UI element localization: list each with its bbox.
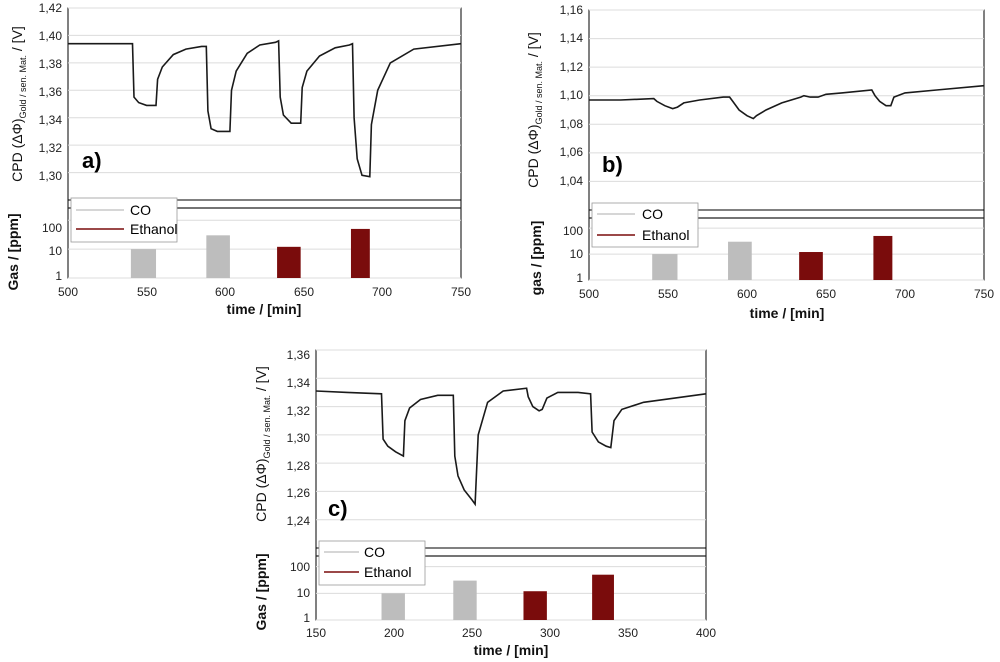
c-xlabel: time / [min] <box>474 642 549 658</box>
panel-a-cpd-plot <box>68 7 462 178</box>
c-ytick: 1,34 <box>287 376 311 390</box>
b-ytick: 1,14 <box>560 31 584 45</box>
c-xtick: 400 <box>696 626 716 640</box>
b-gas-bar-ethanol <box>873 235 893 280</box>
a-ytick: 1,38 <box>39 57 63 71</box>
panel-a-top-frame <box>67 7 462 201</box>
a-xlabel: time / [min] <box>227 301 302 317</box>
c-cpd-line <box>315 387 707 507</box>
b-xtick: 500 <box>579 287 599 301</box>
c-ytick: 1,26 <box>287 486 311 500</box>
a-xtick: 700 <box>372 285 392 299</box>
panel-b-gas-plot <box>589 217 984 281</box>
c-gas-ylabel: Gas / [ppm] <box>253 553 269 630</box>
a-legend-co: CO <box>130 202 151 218</box>
a-ytick: 1,42 <box>39 1 63 15</box>
c-ytick: 1,28 <box>287 459 311 473</box>
b-ytick: 1,12 <box>560 60 584 74</box>
panel-c-cpd-plot <box>315 349 707 521</box>
b-legend-co: CO <box>642 206 663 222</box>
c-xtick: 250 <box>462 626 482 640</box>
c-ytick: 1,30 <box>287 431 311 445</box>
a-gas-ylabel: Gas / [ppm] <box>5 213 21 290</box>
a-gas-ytick: 10 <box>49 244 63 258</box>
a-ytick: 1,34 <box>39 113 63 127</box>
a-legend-ethanol: Ethanol <box>130 221 177 237</box>
c-ylabel: CPD (ΔΦ)Gold / sen. Mat. / [V] <box>253 366 272 522</box>
panel-c-label: c) <box>328 496 348 521</box>
c-xtick: 350 <box>618 626 638 640</box>
panel-b-cpd-plot <box>589 9 985 182</box>
b-cpd-line <box>589 84 985 120</box>
b-xtick: 650 <box>816 287 836 301</box>
a-ytick: 1,36 <box>39 85 63 99</box>
a-ytick: 1,40 <box>39 29 63 43</box>
a-cpd-line <box>68 39 462 178</box>
c-gas-ytick: 1 <box>303 611 310 625</box>
b-gas-ytick: 100 <box>563 224 583 238</box>
a-ylabel: CPD (ΔΦ)Gold / sen. Mat. / [V] <box>9 26 28 182</box>
a-legend <box>70 197 178 243</box>
panel-b: 1,16 1,14 1,12 1,10 1,08 1,06 1,04 100 1… <box>525 3 994 321</box>
b-legend-ethanol: Ethanol <box>642 227 689 243</box>
a-gas-bar-ethanol <box>350 228 370 278</box>
c-gas-ytick: 10 <box>297 586 311 600</box>
panel-c: 1,36 1,34 1,32 1,30 1,28 1,26 1,24 100 1… <box>253 348 716 658</box>
a-gas-bar-co <box>130 249 157 278</box>
a-xtick: 500 <box>58 285 78 299</box>
b-gas-bar-ethanol <box>799 252 823 280</box>
panel-a-gas-plot <box>68 207 461 279</box>
a-xtick: 600 <box>215 285 235 299</box>
c-gas-ytick: 100 <box>290 560 310 574</box>
panel-b-label: b) <box>602 152 623 177</box>
panel-c-top-frame <box>315 349 707 549</box>
c-legend <box>318 540 426 586</box>
c-gas-bar-co <box>453 580 477 620</box>
b-gas-bar-co <box>728 241 752 280</box>
c-gas-bar-co <box>381 593 405 620</box>
c-ytick: 1,32 <box>287 404 311 418</box>
a-ytick: 1,30 <box>39 169 63 183</box>
panel-a-label: a) <box>82 148 102 173</box>
c-legend-co: CO <box>364 544 385 560</box>
a-xtick: 650 <box>294 285 314 299</box>
c-gas-bar-ethanol <box>523 591 547 620</box>
c-ytick: 1,36 <box>287 348 311 362</box>
c-xtick: 300 <box>540 626 560 640</box>
b-ytick: 1,06 <box>560 145 584 159</box>
b-gas-ytick: 1 <box>576 271 583 285</box>
panel-b-top-frame <box>588 9 985 211</box>
b-xtick: 550 <box>658 287 678 301</box>
a-gas-bar-ethanol <box>277 246 301 278</box>
c-xtick: 150 <box>306 626 326 640</box>
b-ytick: 1,08 <box>560 117 584 131</box>
b-xlabel: time / [min] <box>750 305 825 321</box>
c-legend-ethanol: Ethanol <box>364 564 411 580</box>
c-gas-bar-ethanol <box>592 574 614 620</box>
b-ytick: 1,16 <box>560 3 584 17</box>
a-gas-bar-co <box>206 235 230 278</box>
b-ylabel: CPD (ΔΦ)Gold / sen. Mat. / [V] <box>525 32 544 188</box>
b-gas-bar-co <box>652 254 678 280</box>
a-xtick: 750 <box>451 285 471 299</box>
b-ytick: 1,04 <box>560 174 584 188</box>
a-xtick: 550 <box>137 285 157 299</box>
a-gas-ytick: 1 <box>55 269 62 283</box>
b-legend <box>591 202 699 248</box>
b-gas-ylabel: gas / [ppm] <box>528 221 544 296</box>
c-xtick: 200 <box>384 626 404 640</box>
b-xtick: 600 <box>737 287 757 301</box>
b-gas-ytick: 10 <box>570 247 584 261</box>
panel-a: 1,42 1,40 1,38 1,36 1,34 1,32 1,30 100 1… <box>5 1 471 317</box>
b-ytick: 1,10 <box>560 88 584 102</box>
b-xtick: 750 <box>974 287 994 301</box>
a-gas-ytick: 100 <box>42 221 62 235</box>
c-ytick: 1,24 <box>287 514 311 528</box>
a-ytick: 1,32 <box>39 141 63 155</box>
b-xtick: 700 <box>895 287 915 301</box>
